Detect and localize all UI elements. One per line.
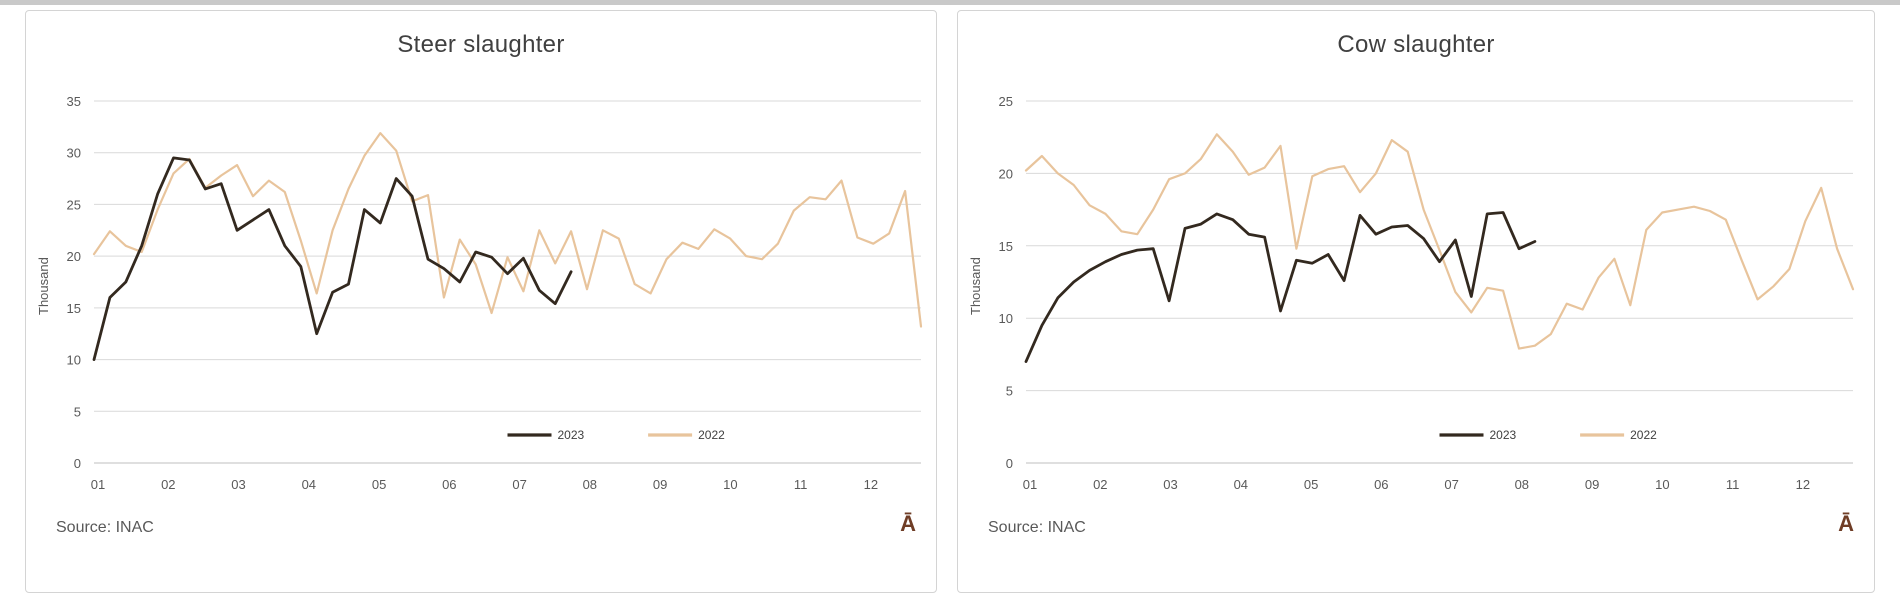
x-tick-label: 09 bbox=[653, 477, 667, 492]
x-tick-label: 11 bbox=[794, 477, 808, 492]
y-tick-label: 15 bbox=[999, 239, 1013, 254]
x-tick-label: 12 bbox=[1796, 477, 1810, 492]
y-tick-label: 10 bbox=[67, 353, 81, 368]
legend-label-2022: 2022 bbox=[1630, 428, 1657, 442]
series-line-2023 bbox=[1024, 211, 1537, 364]
x-tick-label: 06 bbox=[1374, 477, 1388, 492]
y-tick-label: 15 bbox=[67, 301, 81, 316]
y-tick-label: 10 bbox=[999, 311, 1013, 326]
x-tick-label: 07 bbox=[512, 477, 526, 492]
x-tick-label: 01 bbox=[1023, 477, 1037, 492]
x-tick-label: 03 bbox=[1163, 477, 1177, 492]
x-tick-label: 11 bbox=[1726, 477, 1740, 492]
x-tick-label: 07 bbox=[1444, 477, 1458, 492]
series-line-2022 bbox=[92, 131, 923, 328]
series-line-2022 bbox=[1024, 133, 1855, 350]
y-tick-label: 20 bbox=[67, 249, 81, 264]
y-tick-label: 5 bbox=[74, 404, 81, 419]
x-tick-label: 08 bbox=[583, 477, 597, 492]
x-tick-label: 01 bbox=[91, 477, 105, 492]
x-tick-label: 12 bbox=[864, 477, 878, 492]
legend-item-2022: 2022 bbox=[1580, 428, 1657, 442]
y-tick-label: 30 bbox=[67, 146, 81, 161]
x-tick-label: 05 bbox=[372, 477, 386, 492]
x-tick-label: 02 bbox=[1093, 477, 1107, 492]
legend-item-2023: 2023 bbox=[1439, 428, 1517, 442]
legend-item-2022: 2022 bbox=[648, 428, 725, 442]
y-tick-label: 0 bbox=[74, 456, 81, 471]
x-tick-label: 05 bbox=[1304, 477, 1318, 492]
x-tick-label: 04 bbox=[1234, 477, 1248, 492]
y-tick-label: 35 bbox=[67, 94, 81, 109]
brand-glyph: Ā bbox=[1838, 511, 1854, 536]
legend-label-2022: 2022 bbox=[698, 428, 725, 442]
x-tick-label: 02 bbox=[161, 477, 175, 492]
x-tick-label: 03 bbox=[231, 477, 245, 492]
x-tick-label: 09 bbox=[1585, 477, 1599, 492]
legend-label-2023: 2023 bbox=[1490, 428, 1517, 442]
y-tick-label: 0 bbox=[1006, 456, 1013, 471]
cow-chart-card: Cow slaughter Thousand 0 5 10 15 20 25 01 02 03 0… bbox=[957, 10, 1875, 593]
steer-chart-card: Steer slaughter Thousand 0 5 10 15 20 25 30 35 0… bbox=[25, 10, 937, 593]
legend-label-2023: 2023 bbox=[558, 428, 585, 442]
y-tick-label: 25 bbox=[67, 197, 81, 212]
y-tick-label: 20 bbox=[999, 166, 1013, 181]
x-tick-label: 10 bbox=[723, 477, 737, 492]
plot-area: 0 5 10 15 20 25 01 02 03 04 05 06 07 08 09 10 11 12 2023 20… bbox=[958, 11, 1868, 594]
source-text: Source: INAC bbox=[56, 519, 154, 536]
y-tick-label: 25 bbox=[999, 94, 1013, 109]
x-tick-label: 08 bbox=[1515, 477, 1529, 492]
y-tick-label: 5 bbox=[1006, 384, 1013, 399]
x-tick-label: 06 bbox=[442, 477, 456, 492]
source-text: Source: INAC bbox=[988, 519, 1086, 536]
series-line-2023 bbox=[92, 156, 573, 362]
plot-area: 0 5 10 15 20 25 30 35 01 02 03 04 05 06 07 08 09 10 11 12 20… bbox=[26, 11, 936, 594]
chart-title: Cow slaughter bbox=[1337, 31, 1495, 58]
top-strip bbox=[0, 0, 1900, 5]
legend-item-2023: 2023 bbox=[507, 428, 585, 442]
x-tick-label: 10 bbox=[1655, 477, 1669, 492]
chart-title: Steer slaughter bbox=[397, 31, 565, 58]
brand-glyph: Ā bbox=[900, 511, 916, 536]
x-tick-label: 04 bbox=[302, 477, 316, 492]
